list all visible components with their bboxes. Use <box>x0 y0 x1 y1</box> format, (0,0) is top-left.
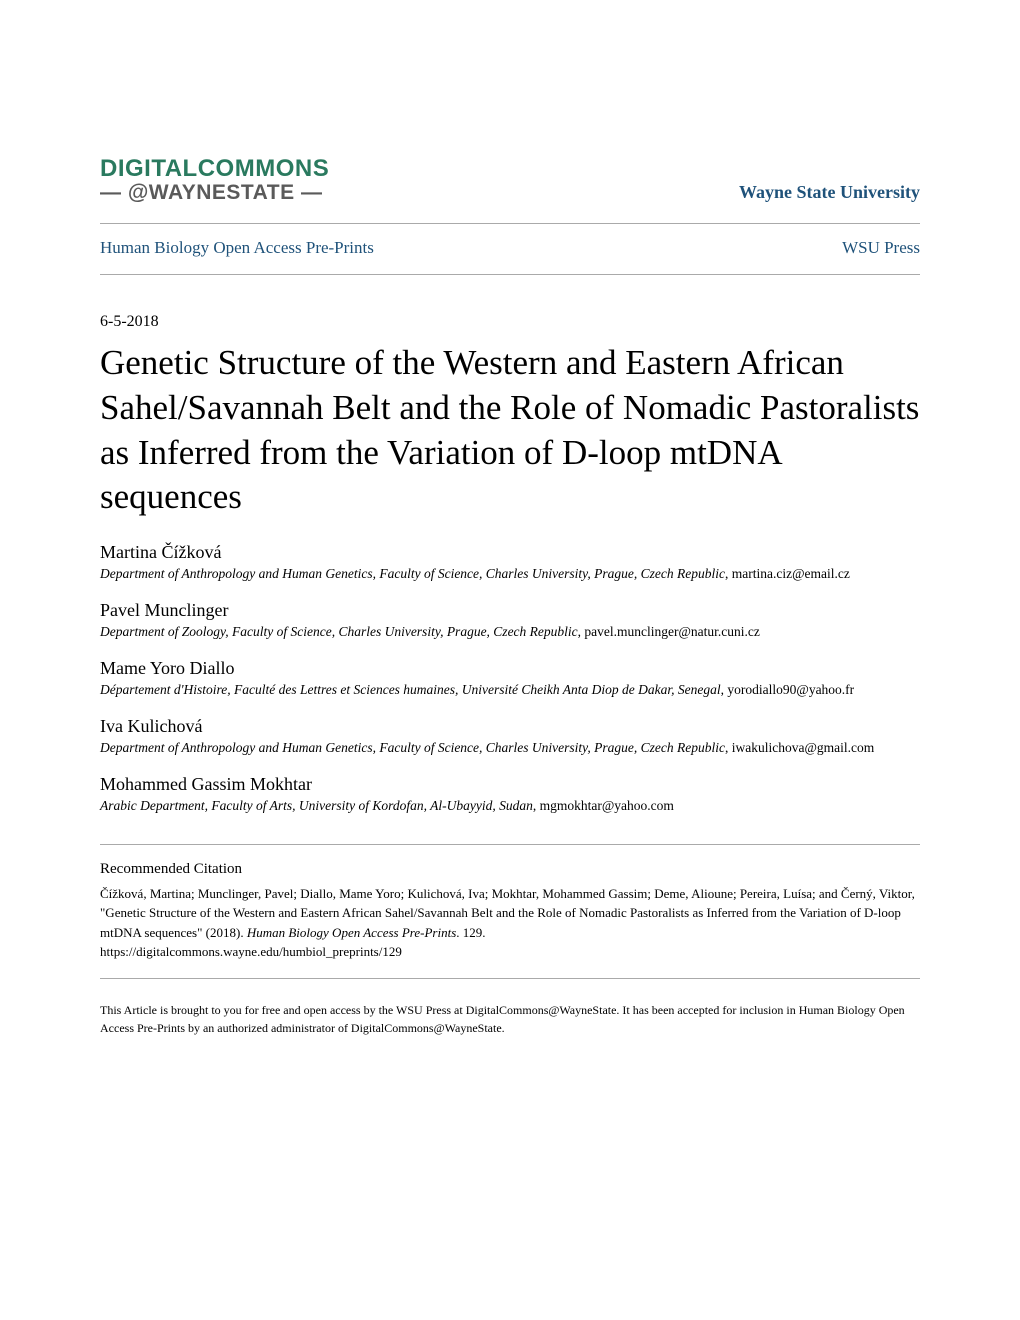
author-affiliation: Department of Anthropology and Human Gen… <box>100 739 920 758</box>
citation-url: https://digitalcommons.wayne.edu/humbiol… <box>100 944 402 959</box>
author-email: iwakulichova@gmail.com <box>732 740 875 755</box>
author-block: Mohammed Gassim Mokhtar Arabic Departmen… <box>100 774 920 816</box>
author-block: Pavel Munclinger Department of Zoology, … <box>100 600 920 642</box>
citation-authors: Čížková, Martina; Munclinger, Pavel; Dia… <box>100 886 915 940</box>
author-name: Pavel Munclinger <box>100 600 920 621</box>
citation-text: Čížková, Martina; Munclinger, Pavel; Dia… <box>100 884 920 962</box>
author-affiliation: Département d'Histoire, Faculté des Lett… <box>100 681 920 700</box>
author-email: mgmokhtar@yahoo.com <box>540 798 674 813</box>
affiliation-text: Arabic Department, Faculty of Arts, Univ… <box>100 798 533 813</box>
article-title: Genetic Structure of the Western and Eas… <box>100 341 920 520</box>
author-affiliation: Arabic Department, Faculty of Arts, Univ… <box>100 797 920 816</box>
author-block: Iva Kulichová Department of Anthropology… <box>100 716 920 758</box>
nav-row: Human Biology Open Access Pre-Prints WSU… <box>100 224 920 274</box>
affiliation-text: Department of Anthropology and Human Gen… <box>100 566 725 581</box>
logo-line1: DIGITALCOMMONS <box>100 155 329 183</box>
author-email-sep: , <box>725 566 732 581</box>
publication-date: 6-5-2018 <box>100 313 920 331</box>
author-name: Mohammed Gassim Mokhtar <box>100 774 920 795</box>
author-email: pavel.munclinger@natur.cuni.cz <box>584 624 760 639</box>
author-name: Mame Yoro Diallo <box>100 658 920 679</box>
author-block: Martina Čížková Department of Anthropolo… <box>100 542 920 584</box>
author-name: Martina Čížková <box>100 542 920 563</box>
author-name: Iva Kulichová <box>100 716 920 737</box>
author-block: Mame Yoro Diallo Département d'Histoire,… <box>100 658 920 700</box>
footer-text: This Article is brought to you for free … <box>100 1001 920 1037</box>
citation-issue: . 129. <box>456 925 485 940</box>
header-row: DIGITALCOMMONS — @WAYNESTATE — Wayne Sta… <box>100 155 920 205</box>
author-affiliation: Department of Zoology, Faculty of Scienc… <box>100 623 920 642</box>
university-name[interactable]: Wayne State University <box>739 182 920 205</box>
author-affiliation: Department of Anthropology and Human Gen… <box>100 565 920 584</box>
author-email-sep: , <box>725 740 732 755</box>
affiliation-text: Department of Zoology, Faculty of Scienc… <box>100 624 578 639</box>
affiliation-text: Department of Anthropology and Human Gen… <box>100 740 725 755</box>
nav-collection-link[interactable]: Human Biology Open Access Pre-Prints <box>100 238 374 258</box>
citation-journal: Human Biology Open Access Pre-Prints <box>247 925 456 940</box>
citation-block: Recommended Citation Čížková, Martina; M… <box>100 845 920 978</box>
logo-block: DIGITALCOMMONS — @WAYNESTATE — <box>100 155 329 205</box>
nav-press-link[interactable]: WSU Press <box>842 238 920 258</box>
nav-divider <box>100 274 920 275</box>
logo-line2: — @WAYNESTATE — <box>100 181 329 205</box>
citation-heading: Recommended Citation <box>100 861 920 878</box>
author-email: yorodiallo90@yahoo.fr <box>727 682 854 697</box>
author-email: martina.ciz@email.cz <box>732 566 850 581</box>
affiliation-text: Département d'Histoire, Faculté des Lett… <box>100 682 721 697</box>
author-email-sep: , <box>533 798 540 813</box>
citation-divider-bottom <box>100 978 920 979</box>
